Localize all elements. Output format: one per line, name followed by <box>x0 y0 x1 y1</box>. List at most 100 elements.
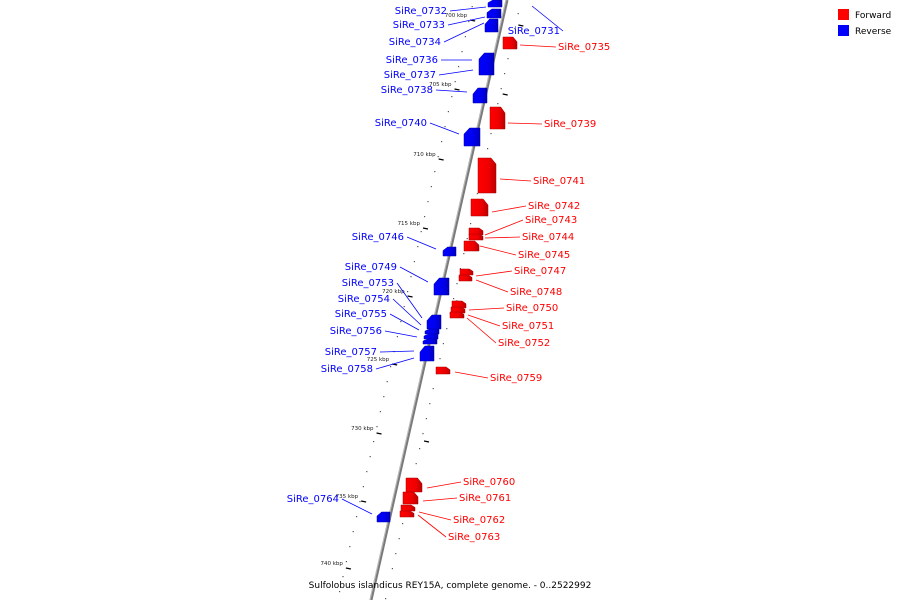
legend-forward-label: Forward <box>855 11 891 21</box>
gene-label-sire-0764[interactable]: SiRe_0764 <box>287 494 339 505</box>
reverse-gene-feature <box>487 0 503 8</box>
reverse-gene-feature <box>424 328 440 335</box>
reverse-gene-feature <box>426 314 442 330</box>
gene-label-sire-0756[interactable]: SiRe_0756 <box>330 326 382 337</box>
gene-leader-line <box>475 279 509 293</box>
gene-leader-line <box>443 22 485 43</box>
reverse-gene-feature <box>442 246 457 257</box>
gene-label-sire-0763[interactable]: SiRe_0763 <box>448 532 500 543</box>
gene-leader-line <box>468 307 505 311</box>
gene-leader-line <box>449 6 487 12</box>
legend-reverse-label: Reverse <box>855 27 892 37</box>
forward-gene-feature <box>458 274 473 282</box>
gene-label-sire-0731[interactable]: SiRe_0731 <box>508 26 560 37</box>
gene-leader-line <box>384 330 418 338</box>
forward-gene-feature <box>405 477 423 493</box>
scale-tick-label: 735 kbp <box>336 494 359 500</box>
gene-label-sire-0752[interactable]: SiRe_0752 <box>498 338 550 349</box>
gene-label-sire-0748[interactable]: SiRe_0748 <box>510 287 562 298</box>
gene-leader-line <box>422 497 458 502</box>
gene-leader-line <box>475 270 513 277</box>
gene-label-sire-0741[interactable]: SiRe_0741 <box>533 176 585 187</box>
gene-label-sire-0737[interactable]: SiRe_0737 <box>384 70 436 81</box>
legend-reverse-swatch <box>838 25 849 36</box>
gene-leader-line <box>375 357 415 370</box>
gene-label-sire-0746[interactable]: SiRe_0746 <box>352 232 404 243</box>
reverse-gene-feature <box>486 8 502 19</box>
gene-leader-line <box>389 313 420 331</box>
gene-label-sire-0744[interactable]: SiRe_0744 <box>522 232 574 243</box>
gene-leader-line <box>484 236 521 239</box>
gene-label-sire-0762[interactable]: SiRe_0762 <box>453 515 505 526</box>
genome-caption: Sulfolobus islandicus REY15A, complete g… <box>309 581 592 591</box>
gene-label-sire-0749[interactable]: SiRe_0749 <box>345 262 397 273</box>
gene-label-sire-0743[interactable]: SiRe_0743 <box>525 215 577 226</box>
gene-features <box>376 0 518 523</box>
gene-label-sire-0747[interactable]: SiRe_0747 <box>514 266 566 277</box>
gene-leader-line <box>406 236 437 250</box>
forward-gene-feature <box>489 106 506 130</box>
gene-label-sire-0751[interactable]: SiRe_0751 <box>502 321 554 332</box>
scale-tick-label: 720 kbp <box>382 289 405 295</box>
gene-leader-line <box>418 511 452 521</box>
gene-leader-line <box>399 266 429 283</box>
gene-leader-line <box>396 282 423 319</box>
reverse-gene-feature <box>484 18 499 33</box>
gene-label-sire-0758[interactable]: SiRe_0758 <box>321 364 373 375</box>
gene-label-sire-0755[interactable]: SiRe_0755 <box>335 309 387 320</box>
gene-label-sire-0739[interactable]: SiRe_0739 <box>544 119 596 130</box>
gene-leader-line <box>341 498 373 515</box>
reverse-gene-feature <box>376 511 391 523</box>
gene-label-sire-0732[interactable]: SiRe_0732 <box>395 6 447 17</box>
gene-label-sire-0750[interactable]: SiRe_0750 <box>506 303 558 314</box>
forward-gene-feature <box>435 366 451 375</box>
gene-label-sire-0736[interactable]: SiRe_0736 <box>386 55 438 66</box>
gene-label-sire-0753[interactable]: SiRe_0753 <box>342 278 394 289</box>
gene-label-sire-0761[interactable]: SiRe_0761 <box>459 493 511 504</box>
legend: Forward Reverse <box>838 9 892 37</box>
gene-leader-line <box>519 44 557 48</box>
scale-tick-label: 705 kbp <box>429 82 452 88</box>
gene-label-sire-0757[interactable]: SiRe_0757 <box>325 347 377 358</box>
gene-label-sire-0735[interactable]: SiRe_0735 <box>558 42 610 53</box>
forward-gene-feature <box>463 240 480 252</box>
gene-label-sire-0734[interactable]: SiRe_0734 <box>389 37 441 48</box>
forward-gene-feature <box>477 157 497 194</box>
gene-label-sire-0733[interactable]: SiRe_0733 <box>393 20 445 31</box>
gene-leader-line <box>392 298 422 326</box>
gene-leader-line <box>426 481 462 489</box>
gene-leader-line <box>379 350 415 353</box>
reverse-gene-feature <box>423 333 439 340</box>
gene-leader-line <box>467 314 501 327</box>
forward-gene-feature <box>399 510 415 518</box>
reverse-gene-feature <box>433 277 450 296</box>
gene-leader-line <box>499 178 532 182</box>
gene-leader-line <box>466 317 497 344</box>
gene-leader-lines <box>341 5 564 538</box>
reverse-gene-feature <box>472 87 488 104</box>
gene-labels: SiRe_0731 SiRe_0732 SiRe_0733 SiRe_0734 SiRe… <box>287 6 610 543</box>
gene-label-sire-0745[interactable]: SiRe_0745 <box>518 250 570 261</box>
gene-label-sire-0740[interactable]: SiRe_0740 <box>375 118 427 129</box>
reverse-gene-feature <box>419 345 435 362</box>
gene-leader-line <box>454 371 489 379</box>
scale-tick-label: 710 kbp <box>413 152 436 158</box>
gene-leader-line <box>479 245 517 256</box>
gene-label-sire-0738[interactable]: SiRe_0738 <box>381 85 433 96</box>
gene-leader-line <box>531 5 564 32</box>
scale-tick-label: 725 kbp <box>367 357 390 363</box>
gene-label-sire-0754[interactable]: SiRe_0754 <box>338 294 390 305</box>
gene-leader-line <box>484 219 524 236</box>
gene-label-sire-0742[interactable]: SiRe_0742 <box>528 201 580 212</box>
scale-tick-label: 700 kbp <box>445 13 468 19</box>
scale-tick-label: 730 kbp <box>351 426 374 432</box>
gene-label-sire-0759[interactable]: SiRe_0759 <box>490 373 542 384</box>
reverse-gene-feature <box>422 338 438 345</box>
gene-label-sire-0760[interactable]: SiRe_0760 <box>463 477 515 488</box>
forward-gene-feature <box>449 311 465 319</box>
reverse-gene-feature <box>463 127 481 147</box>
forward-gene-feature <box>459 268 474 276</box>
forward-gene-feature <box>400 504 416 512</box>
gene-leader-line <box>417 514 447 538</box>
